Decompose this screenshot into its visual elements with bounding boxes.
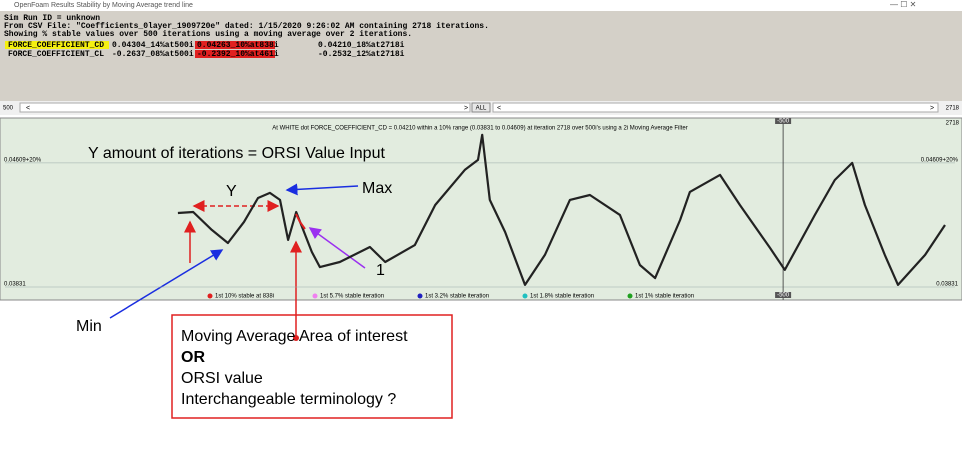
coef-name: FORCE_COEFFICIENT_CL (8, 50, 104, 59)
annotation: Max (362, 180, 392, 197)
legend-dot (417, 293, 423, 299)
cursor-label: -500 (777, 119, 790, 125)
highlight (195, 50, 275, 58)
coef-end: -0.2532_12%at2718i (318, 50, 405, 59)
window-title: OpenFoam Results Stability by Moving Ave… (14, 2, 193, 9)
chart-title: At WHITE dot FORCE_COEFFICIENT_CD = 0.04… (272, 126, 687, 132)
header-line: From CSV File: "Coefficients_0layer_1909… (4, 22, 489, 31)
arrow (109, 249, 224, 319)
area-highlight (295, 213, 306, 230)
annotation: 1 (376, 262, 385, 279)
y-tick-label: 0.03831 (936, 282, 958, 288)
highlight (195, 41, 275, 49)
y-tick-label: 0.04609+20% (921, 157, 959, 163)
annotation: Y amount of iterations = ORSI Value Inpu… (88, 145, 385, 162)
legend-label: 1st 10% stable at 838i (215, 294, 274, 300)
arrow (308, 227, 366, 269)
y-tick-label: 0.04609+20% (4, 157, 42, 163)
annotation: Y (226, 183, 237, 200)
coef-start: 0.04304_14%at500i (112, 41, 194, 50)
annotation: Min (76, 318, 102, 335)
trend-line (177, 133, 946, 286)
scrollbar[interactable] (492, 102, 939, 113)
dot (293, 335, 299, 341)
legend-dot (312, 293, 318, 299)
cursor-tag (775, 292, 792, 298)
y-tick-label: 0.03831 (4, 282, 26, 288)
all-label: ALL (476, 106, 487, 112)
scroll-next: > (930, 105, 934, 112)
title-bar (0, 0, 962, 11)
legend-label: 1st 5.7% stable iteration (320, 294, 384, 300)
note-text: OR (181, 349, 205, 366)
legend-label: 1st 1% stable iteration (635, 294, 694, 300)
note-box (171, 314, 453, 419)
note-text: ORSI value (181, 370, 263, 387)
window-controls[interactable]: — ☐ ✕ (890, 0, 916, 9)
scroll-start: 500 (3, 106, 14, 112)
coef-peak: -0.2392_10%at461i (197, 50, 279, 59)
scroll-end: 2718 (946, 106, 960, 112)
coef-start: -0.2637_08%at500i (112, 50, 194, 59)
header-panel (0, 11, 962, 101)
legend-label: 1st 3.2% stable iteration (425, 294, 489, 300)
cursor-label: -500 (777, 293, 790, 299)
header-line: Sim Run ID = unknown (4, 14, 100, 23)
legend-dot (207, 293, 213, 299)
scrollbar[interactable] (19, 102, 471, 113)
legend-dot (627, 293, 633, 299)
scroll-next: > (464, 105, 468, 112)
header-line: Showing % stable values over 500 iterati… (4, 30, 412, 39)
coef-name: FORCE_COEFFICIENT_CD (8, 41, 104, 50)
scroll-prev: < (26, 105, 30, 112)
scroll-prev: < (497, 105, 501, 112)
annotation-arrows (109, 183, 366, 341)
arrow (285, 183, 359, 196)
x-end-label: 2718 (946, 121, 960, 127)
legend-dot (522, 293, 528, 299)
coef-end: 0.04210_18%at2718i (318, 41, 405, 50)
note-text: Moving Average Area of interest (181, 328, 408, 345)
note-text: Interchangeable terminology ? (181, 391, 396, 408)
cursor-tag (775, 118, 792, 124)
all-button[interactable] (471, 102, 491, 113)
highlight (5, 41, 109, 49)
coef-peak: 0.04263_10%at838i (197, 41, 279, 50)
legend-label: 1st 1.8% stable iteration (530, 294, 594, 300)
